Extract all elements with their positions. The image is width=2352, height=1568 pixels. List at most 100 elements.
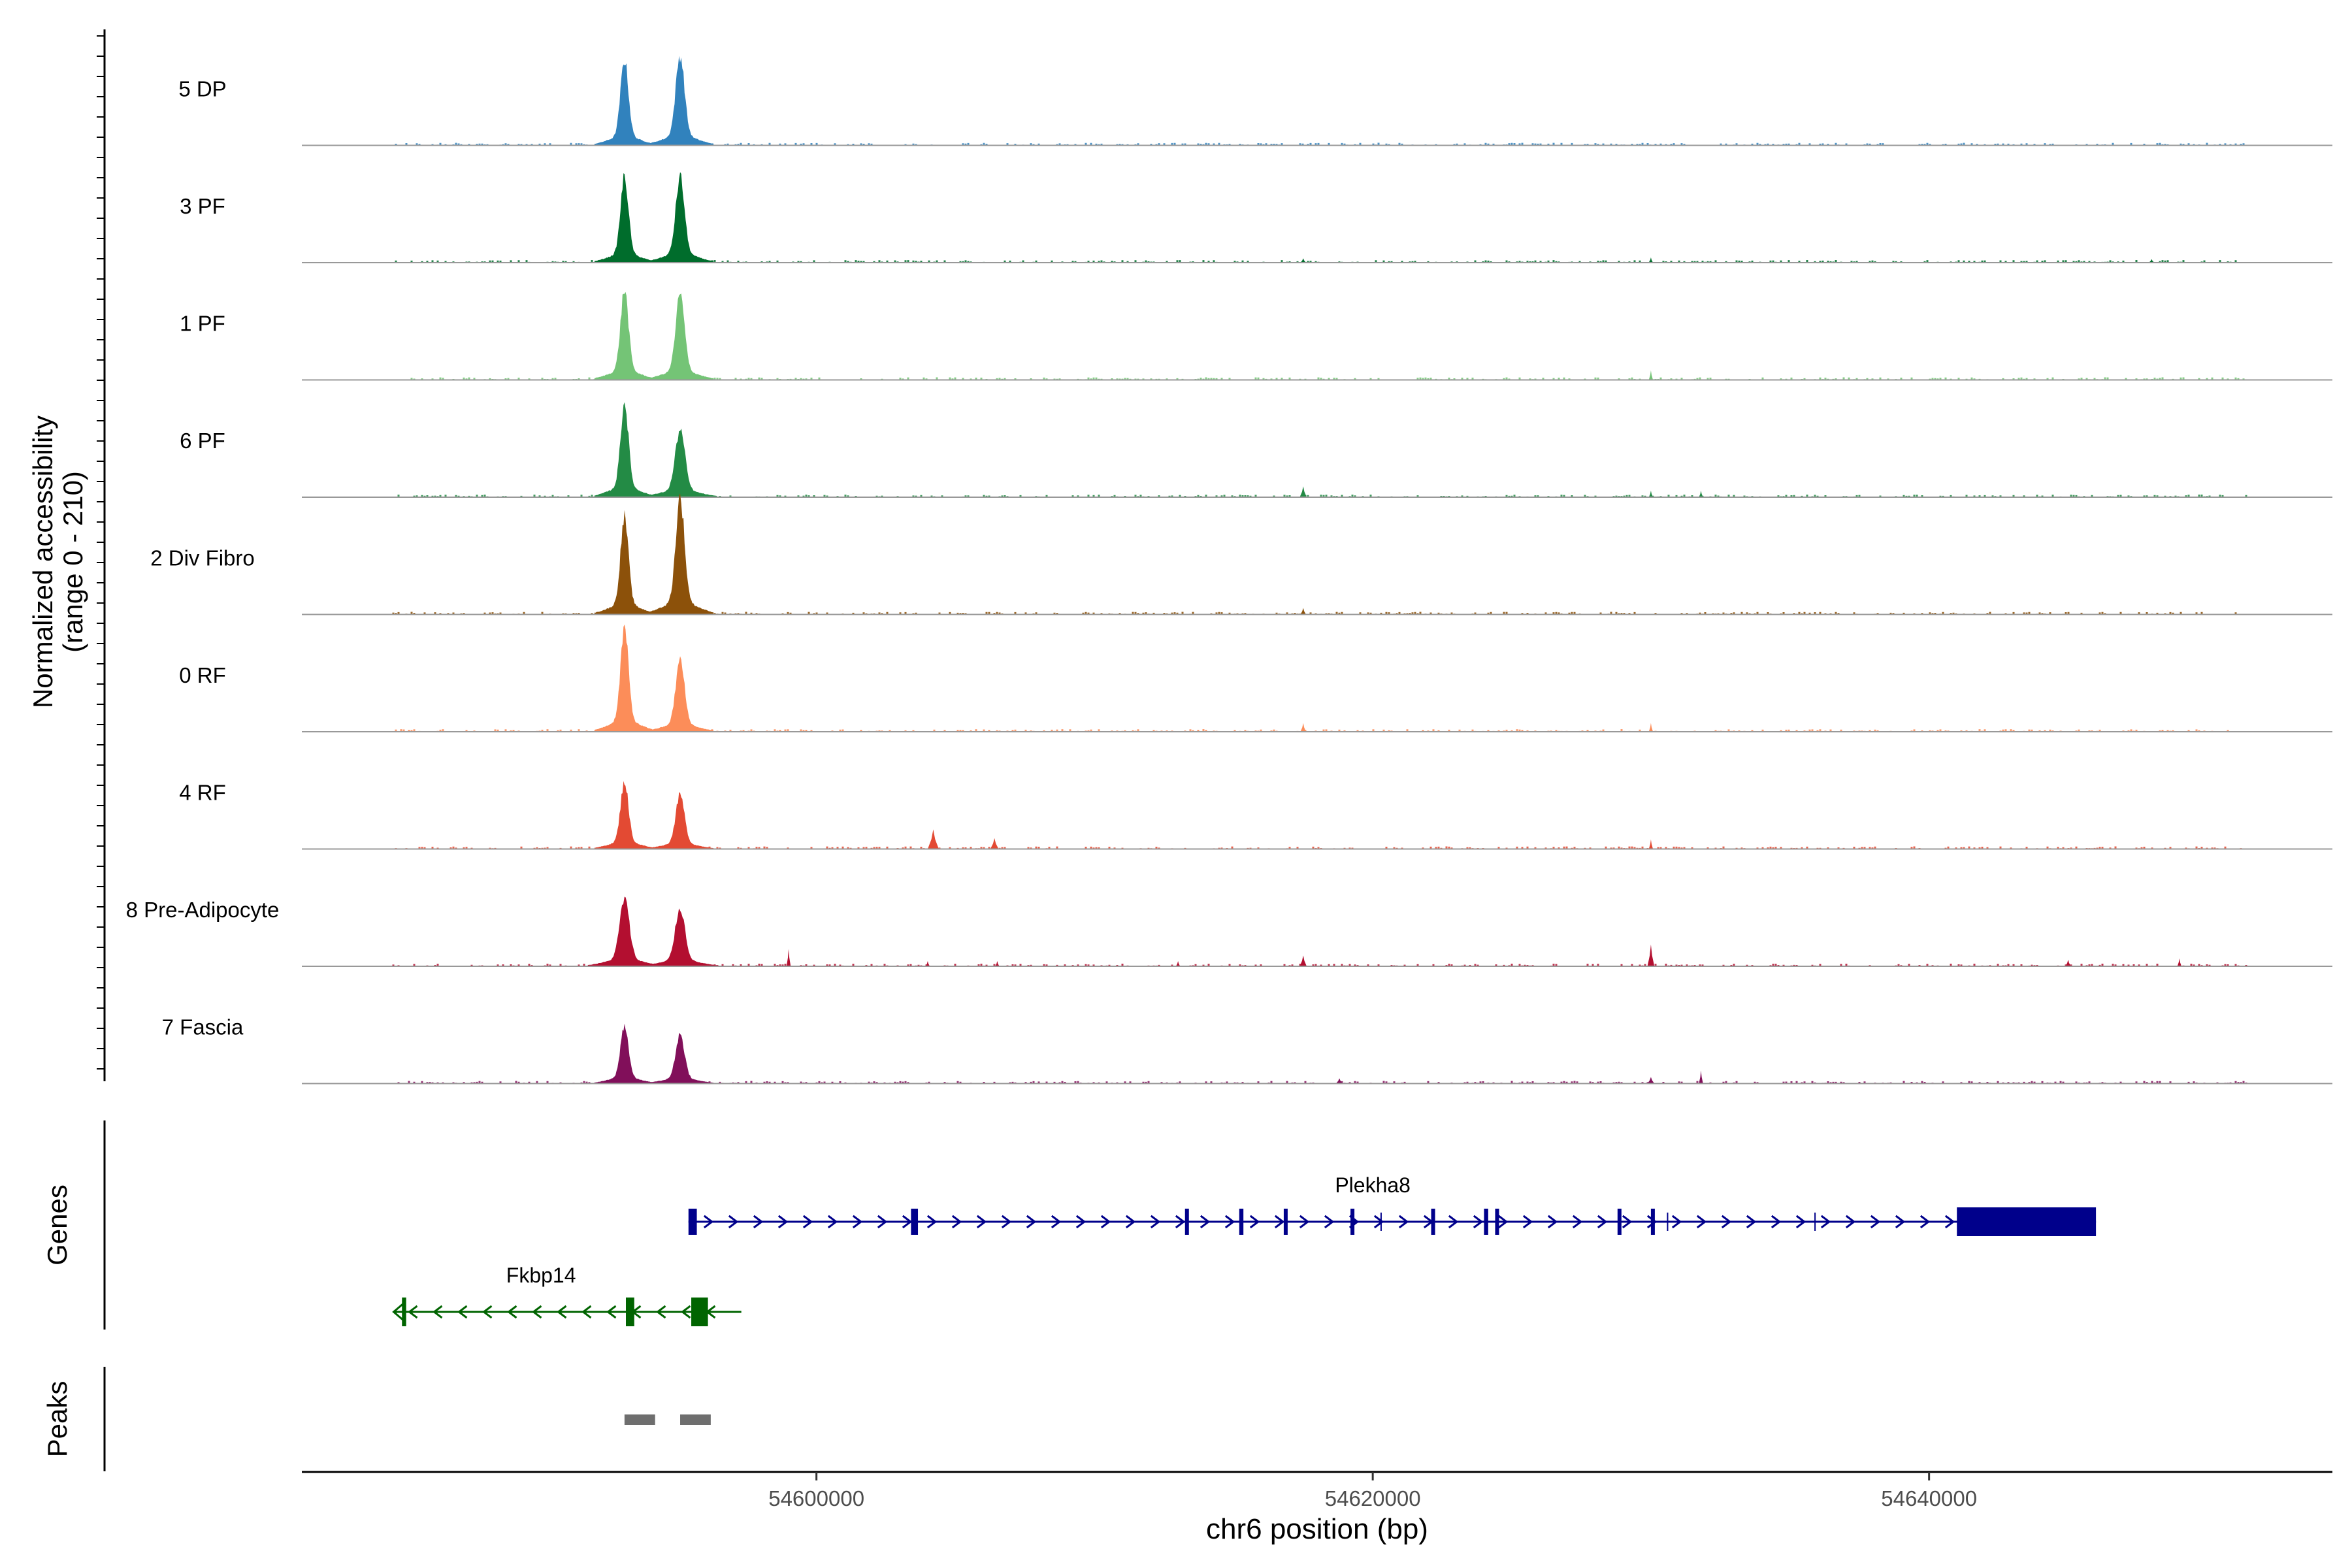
- major-peak: [646, 172, 714, 263]
- exon-block: [1283, 1209, 1288, 1235]
- strand-arrow: [1001, 1215, 1012, 1229]
- major-peak: [646, 493, 714, 615]
- minor-peak: [1647, 944, 1655, 966]
- major-peak: [594, 1023, 655, 1084]
- exon-block: [1617, 1209, 1622, 1235]
- genes-panel-label: Genes: [42, 1184, 73, 1266]
- minor-peak: [1335, 1078, 1343, 1084]
- track-label: 8 Pre-Adipocyte: [126, 898, 280, 922]
- major-peak: [646, 792, 714, 849]
- minor-peak: [990, 838, 999, 849]
- minor-peak: [1648, 257, 1654, 263]
- gene-label: Plekha8: [1335, 1173, 1411, 1197]
- minor-peak: [1300, 723, 1306, 732]
- strand-arrow: [432, 1305, 443, 1319]
- x-tick-label: 54640000: [1881, 1486, 1977, 1511]
- strand-arrow: [506, 1305, 517, 1319]
- track-label: 4 RF: [179, 781, 226, 805]
- exon-block: [626, 1298, 634, 1326]
- coverage-track: 8 Pre-Adipocyte: [126, 896, 2332, 967]
- strand-arrow: [1746, 1215, 1757, 1229]
- minor-peak: [1648, 370, 1654, 380]
- y-axis-label-line2: (range 0 - 210): [57, 471, 88, 653]
- strand-arrow: [1547, 1215, 1558, 1229]
- strand-arrow: [1646, 1215, 1658, 1229]
- strand-arrow: [1522, 1215, 1533, 1229]
- strand-arrow: [1944, 1215, 1955, 1229]
- major-peak: [594, 63, 655, 146]
- strand-arrow: [703, 1215, 714, 1229]
- strand-arrow: [728, 1215, 739, 1229]
- strand-arrow: [852, 1215, 863, 1229]
- exon-block: [1350, 1209, 1355, 1235]
- exon-block: [1484, 1209, 1488, 1235]
- minor-peak: [2065, 960, 2071, 966]
- strand-arrow: [1771, 1215, 1782, 1229]
- coverage-track: 0 RF: [179, 625, 2332, 732]
- strand-arrow: [1299, 1215, 1310, 1229]
- minor-peak: [925, 961, 930, 966]
- peak-region: [624, 1414, 655, 1425]
- peaks-panel-label: Peaks: [42, 1381, 73, 1458]
- strand-arrow: [1150, 1215, 1161, 1229]
- strand-arrow: [827, 1215, 838, 1229]
- major-peak: [646, 1032, 714, 1084]
- exon-block: [1184, 1209, 1189, 1235]
- strand-arrow: [1448, 1215, 1459, 1229]
- coverage-track: 2 Div Fibro: [150, 493, 2332, 615]
- strand-arrow: [457, 1305, 468, 1319]
- strand-arrow: [407, 1305, 418, 1319]
- major-peak: [646, 293, 714, 380]
- minor-peak: [1648, 839, 1654, 849]
- strand-arrow: [1473, 1215, 1484, 1229]
- coverage-track: 7 Fascia: [162, 1015, 2332, 1085]
- minor-peak: [1647, 1077, 1655, 1084]
- coverage-track: 1 PF: [180, 291, 2332, 381]
- exon-block: [688, 1209, 697, 1235]
- strand-arrow: [1497, 1215, 1509, 1229]
- coverage-tracks: 5 DP 3 PF 1 PF 6 PF 2 Div Fibro 0 RF 4 RF 8 Pre…: [126, 56, 2332, 1085]
- exon-block: [1495, 1209, 1499, 1235]
- gene-label: Fkbp14: [506, 1264, 576, 1287]
- strand-arrow: [902, 1215, 913, 1229]
- coverage-track: 5 DP: [178, 56, 2332, 146]
- coverage-axis-ticks: [97, 35, 105, 1070]
- exon-block: [402, 1298, 406, 1326]
- minor-peak: [995, 961, 1000, 966]
- strand-arrow: [1895, 1215, 1906, 1229]
- exon-block: [911, 1209, 919, 1235]
- strand-arrow: [1820, 1215, 1831, 1229]
- minor-peak: [1175, 961, 1181, 966]
- strand-arrow: [926, 1215, 938, 1229]
- strand-arrow: [877, 1215, 888, 1229]
- coverage-track: 4 RF: [179, 781, 2332, 850]
- strand-arrow: [656, 1305, 666, 1319]
- minor-peak: [1648, 491, 1654, 497]
- strand-arrow: [1622, 1215, 1633, 1229]
- strand-arrow: [1026, 1215, 1037, 1229]
- major-peak: [594, 625, 655, 732]
- strand-arrow: [581, 1305, 592, 1319]
- strand-arrow: [1572, 1215, 1583, 1229]
- minor-peak: [1699, 1070, 1703, 1084]
- strand-arrow: [1696, 1215, 1707, 1229]
- minor-peak: [927, 829, 939, 849]
- major-peak: [646, 56, 714, 146]
- track-label: 3 PF: [180, 194, 225, 218]
- y-axis-label-line1: Normalized accessibility: [27, 416, 58, 708]
- minor-peak: [1699, 491, 1703, 497]
- minor-peak: [1300, 258, 1306, 263]
- strand-arrow: [1274, 1215, 1285, 1229]
- track-label: 6 PF: [180, 429, 225, 453]
- strand-arrow: [802, 1215, 813, 1229]
- major-peak: [594, 781, 655, 849]
- strand-arrow: [1224, 1215, 1235, 1229]
- minor-peak: [1300, 608, 1306, 615]
- strand-arrow: [681, 1305, 691, 1319]
- gene-model: Plekha8: [688, 1173, 2097, 1236]
- major-peak: [594, 291, 655, 380]
- major-peak: [646, 656, 714, 732]
- strand-arrow: [606, 1305, 617, 1319]
- major-peak: [587, 896, 662, 966]
